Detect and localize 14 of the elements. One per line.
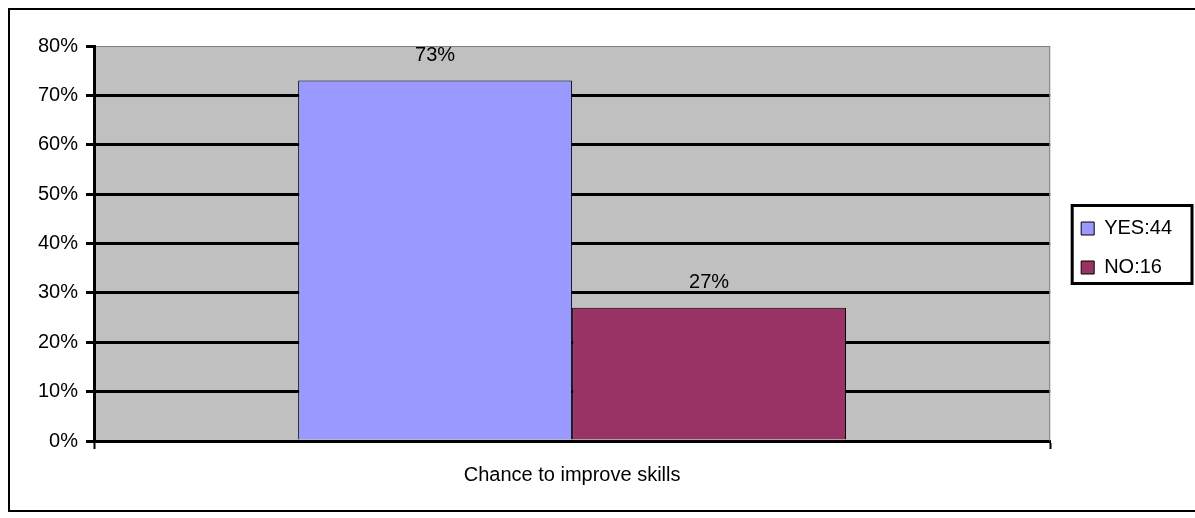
y-tick-label: 40% <box>37 231 79 254</box>
y-tick-label: 10% <box>37 379 79 402</box>
y-tick-label: 80% <box>37 33 79 56</box>
y-tick-label: 0% <box>49 428 79 451</box>
y-tick-label: 60% <box>37 132 79 155</box>
legend-label: NO:16 <box>1104 255 1162 278</box>
data-label: 27% <box>689 269 730 292</box>
x-tick-label: Chance to improve skills <box>463 462 681 485</box>
legend-label: YES:44 <box>1104 216 1173 239</box>
data-label: 73% <box>415 42 456 65</box>
y-tick-label: 50% <box>37 181 79 204</box>
y-tick-label: 70% <box>37 82 79 105</box>
y-tick-label: 30% <box>37 280 79 303</box>
y-tick-label: 20% <box>37 329 79 352</box>
